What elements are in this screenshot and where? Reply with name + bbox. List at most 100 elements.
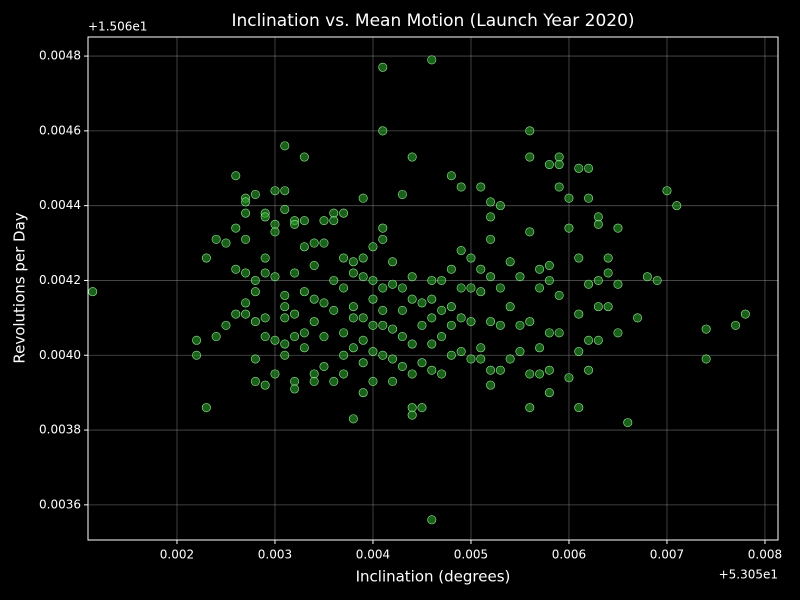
scatter-point	[584, 193, 594, 203]
scatter-point	[388, 354, 398, 364]
scatter-point	[593, 212, 603, 222]
scatter-point	[260, 332, 270, 342]
scatter-point	[505, 354, 515, 364]
scatter-point	[584, 279, 594, 289]
scatter-point	[280, 186, 290, 196]
scatter-point	[427, 275, 437, 285]
scatter-point	[642, 272, 652, 282]
scatter-point	[515, 347, 525, 357]
scatter-point	[486, 317, 496, 327]
scatter-point	[437, 332, 447, 342]
scatter-point	[260, 380, 270, 390]
scatter-point	[417, 298, 427, 308]
scatter-point	[211, 234, 221, 244]
scatter-point	[495, 283, 505, 293]
scatter-point	[554, 328, 564, 338]
scatter-point	[437, 369, 447, 379]
scatter-point	[593, 275, 603, 285]
scatter-point	[731, 320, 741, 330]
scatter-point	[544, 261, 554, 271]
scatter-point	[486, 365, 496, 375]
scatter-point	[358, 388, 368, 398]
scatter-point	[280, 350, 290, 360]
scatter-point	[495, 320, 505, 330]
scatter-point	[309, 294, 319, 304]
scatter-point	[701, 324, 711, 334]
scatter-point	[427, 294, 437, 304]
scatter-point	[299, 242, 309, 252]
scatter-point	[309, 238, 319, 248]
scatter-point	[250, 354, 260, 364]
scatter-point	[574, 403, 584, 413]
scatter-point	[348, 414, 358, 424]
scatter-point	[456, 283, 466, 293]
scatter-point	[554, 290, 564, 300]
scatter-point	[437, 275, 447, 285]
scatter-point	[476, 182, 486, 192]
scatter-point	[407, 152, 417, 162]
scatter-point	[290, 384, 300, 394]
scatter-point	[241, 298, 251, 308]
scatter-point	[417, 403, 427, 413]
scatter-point	[525, 317, 535, 327]
scatter-point	[495, 365, 505, 375]
scatter-point	[192, 350, 202, 360]
scatter-point	[358, 193, 368, 203]
scatter-point	[241, 208, 251, 218]
scatter-point	[231, 264, 241, 274]
scatter-point	[378, 126, 388, 136]
scatter-point	[525, 152, 535, 162]
x-offset-label: +5.305e1	[719, 568, 778, 582]
scatter-point	[446, 264, 456, 274]
scatter-point	[299, 328, 309, 338]
scatter-point	[505, 257, 515, 267]
scatter-point	[319, 216, 329, 226]
scatter-point	[584, 163, 594, 173]
scatter-point	[427, 515, 437, 525]
scatter-point	[348, 302, 358, 312]
scatter-point	[388, 376, 398, 386]
scatter-point	[740, 309, 750, 319]
scatter-point	[437, 305, 447, 315]
scatter-point	[378, 350, 388, 360]
scatter-point	[397, 189, 407, 199]
scatter-point	[339, 369, 349, 379]
scatter-point	[652, 275, 662, 285]
scatter-point	[280, 290, 290, 300]
scatter-point	[241, 268, 251, 278]
scatter-point	[339, 253, 349, 263]
x-tick-label: 0.007	[650, 548, 684, 562]
scatter-point	[574, 253, 584, 263]
scatter-point	[446, 171, 456, 181]
scatter-point	[466, 317, 476, 327]
scatter-point	[290, 219, 300, 229]
scatter-point	[348, 343, 358, 353]
scatter-point	[329, 216, 339, 226]
scatter-point	[378, 283, 388, 293]
scatter-point	[378, 234, 388, 244]
scatter-point	[388, 324, 398, 334]
scatter-point	[299, 343, 309, 353]
scatter-point	[535, 283, 545, 293]
scatter-point	[309, 317, 319, 327]
scatter-point	[427, 313, 437, 323]
scatter-point	[339, 328, 349, 338]
y-tick-label: 0.0042	[39, 273, 81, 287]
scatter-point	[329, 208, 339, 218]
scatter-point	[290, 376, 300, 386]
scatter-point	[231, 223, 241, 233]
scatter-point	[241, 309, 251, 319]
x-axis-label: Inclination (degrees)	[356, 568, 511, 586]
scatter-point	[260, 268, 270, 278]
scatter-point	[417, 320, 427, 330]
scatter-point	[299, 287, 309, 297]
scatter-point	[495, 201, 505, 211]
scatter-point	[378, 320, 388, 330]
scatter-point	[593, 335, 603, 345]
scatter-point	[486, 234, 496, 244]
y-tick-label: 0.0044	[39, 198, 81, 212]
scatter-point	[260, 212, 270, 222]
scatter-point	[270, 369, 280, 379]
